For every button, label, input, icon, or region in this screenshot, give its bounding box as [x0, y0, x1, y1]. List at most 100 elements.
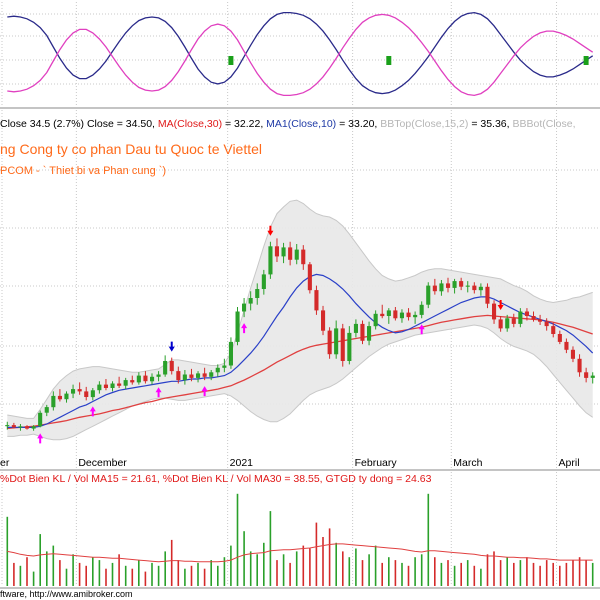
- sell-arrow: [267, 225, 274, 236]
- volume-bar: [381, 562, 383, 586]
- candle-body: [31, 426, 36, 429]
- candle-body: [446, 283, 451, 288]
- candle-body: [64, 393, 69, 400]
- volume-bar: [144, 571, 147, 586]
- candle-body: [472, 285, 477, 291]
- volume-bar: [52, 545, 55, 586]
- candle-body: [110, 383, 115, 388]
- candle: [452, 278, 457, 294]
- candle: [314, 285, 319, 315]
- volume-bar: [315, 522, 318, 586]
- candle: [570, 346, 575, 363]
- candle: [176, 366, 181, 384]
- buy-arrow: [418, 324, 425, 335]
- candle: [531, 311, 536, 322]
- volume-bar: [388, 557, 390, 586]
- candle-body: [406, 312, 411, 318]
- volume-bar: [519, 560, 522, 586]
- volume-bar: [407, 565, 410, 586]
- candle-body: [557, 334, 562, 342]
- candle-body: [373, 313, 378, 327]
- volume-pane: [6, 493, 594, 586]
- volume-bar: [230, 545, 232, 586]
- volume-bar: [460, 562, 462, 586]
- x-tick-label: December: [78, 457, 127, 469]
- volume-bar: [394, 560, 397, 586]
- volume-bar: [19, 565, 22, 586]
- x-tick-label: February: [355, 457, 398, 469]
- candle-body: [314, 290, 319, 311]
- volume-bar: [151, 562, 153, 586]
- candle: [156, 371, 161, 382]
- candle-body: [209, 372, 214, 377]
- volume-bar: [85, 565, 87, 586]
- candle: [478, 283, 483, 296]
- candle: [196, 371, 201, 383]
- candle: [360, 320, 365, 345]
- sector-subtitle: PCOM - ` Thiet bi va Phan cung `): [0, 165, 167, 177]
- candle-body: [505, 318, 510, 329]
- volume-bar: [78, 562, 81, 586]
- ma10-line: [7, 273, 594, 428]
- oscillator-line-primary: [7, 11, 594, 95]
- candle: [38, 410, 43, 428]
- candle: [590, 372, 595, 384]
- candle: [31, 425, 36, 431]
- volume-bar: [111, 562, 114, 586]
- volume-bar: [249, 551, 252, 586]
- candle-body: [130, 380, 135, 383]
- candle: [393, 307, 398, 321]
- candle: [353, 319, 358, 338]
- volume-bar: [46, 551, 48, 586]
- buy-arrow: [201, 386, 208, 397]
- candle-body: [18, 426, 23, 428]
- volume-bar: [124, 565, 127, 586]
- candle: [215, 364, 220, 377]
- candle-body: [321, 310, 326, 331]
- candle: [399, 309, 404, 323]
- candle-body: [281, 247, 286, 257]
- candle-body: [492, 303, 497, 320]
- volume-bar: [13, 562, 15, 586]
- volume-bar: [217, 565, 219, 586]
- candle-body: [103, 384, 108, 388]
- candle: [182, 370, 187, 385]
- candle-body: [347, 332, 352, 361]
- status-part: MA(Close,30): [157, 118, 223, 130]
- volume-bar: [282, 554, 285, 586]
- volume-bar: [453, 565, 456, 586]
- volume-bar: [105, 568, 107, 586]
- volume-bar: [506, 557, 508, 586]
- volume-bar: [170, 539, 173, 586]
- candle-body: [518, 311, 523, 324]
- volume-bar: [466, 560, 469, 586]
- volume-bar: [342, 551, 344, 586]
- candle: [57, 389, 62, 402]
- candle-body: [176, 371, 181, 381]
- volume-bar: [427, 493, 430, 586]
- volume-bar: [368, 554, 370, 586]
- candle-body: [143, 375, 148, 382]
- candle: [564, 338, 569, 354]
- candle: [406, 308, 411, 321]
- candle-body: [413, 314, 418, 318]
- candle-body: [551, 326, 556, 334]
- candle-body: [386, 310, 391, 316]
- sell-arrow: [497, 300, 504, 310]
- candle-body: [524, 311, 529, 316]
- volume-bar: [513, 562, 515, 586]
- volume-bar: [552, 562, 554, 586]
- volume-ma-line: [7, 543, 593, 563]
- volume-bar: [138, 560, 140, 586]
- candle-body: [452, 281, 457, 288]
- candle-body: [169, 361, 174, 372]
- candle: [90, 388, 95, 401]
- candle: [347, 326, 352, 365]
- candle: [281, 242, 286, 264]
- volume-bar: [348, 557, 351, 586]
- candle-body: [367, 326, 372, 341]
- volume-bar: [302, 545, 305, 586]
- volume-bar: [289, 562, 291, 586]
- candle-body: [538, 319, 543, 322]
- volume-bar: [243, 531, 245, 586]
